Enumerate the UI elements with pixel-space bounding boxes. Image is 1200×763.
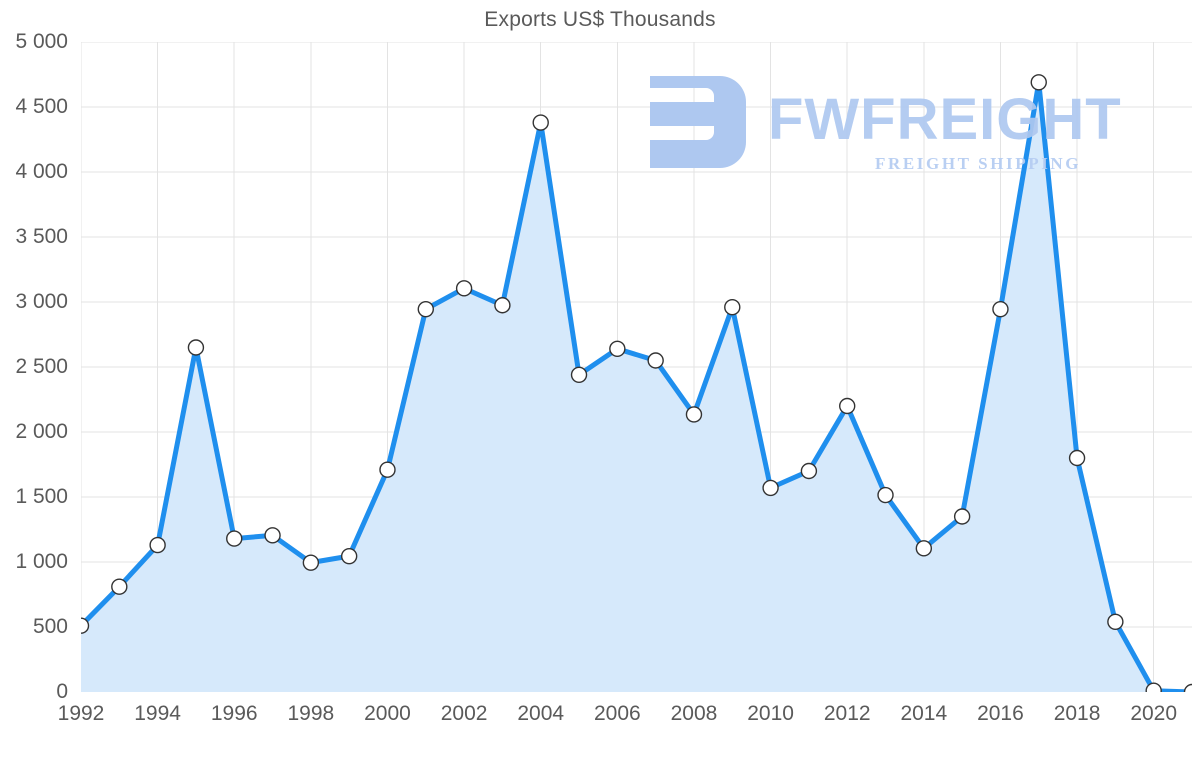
- y-axis-tick-label: 5 000: [15, 30, 68, 53]
- y-axis-tick-label: 4 000: [15, 160, 68, 183]
- y-axis: 0 500 1 000 1 500 2 000 2 500 3 000 3 500 4 000 4…: [0, 0, 68, 763]
- data-point-marker[interactable]: [455, 280, 473, 297]
- data-point-marker[interactable]: [915, 540, 933, 557]
- x-axis-tick-label: 2018: [1053, 702, 1101, 725]
- data-point-marker[interactable]: [762, 479, 779, 497]
- data-point-marker[interactable]: [494, 297, 511, 314]
- x-axis-tick-label: 2006: [593, 702, 641, 725]
- data-point-marker[interactable]: [800, 462, 818, 480]
- x-axis-tick-label: 2020: [1130, 702, 1178, 725]
- chart-canvas: [81, 42, 1192, 692]
- data-point-marker[interactable]: [953, 508, 971, 525]
- data-point-marker[interactable]: [340, 547, 358, 565]
- data-point-marker[interactable]: [839, 397, 856, 415]
- x-axis-tick-label: 2010: [747, 702, 794, 725]
- x-axis-tick-label: 1996: [210, 702, 258, 725]
- x-axis-tick-label: 2012: [823, 702, 871, 725]
- x-axis-tick-label: 2004: [517, 702, 565, 725]
- data-point-marker[interactable]: [724, 299, 741, 316]
- data-point-marker[interactable]: [647, 352, 664, 369]
- y-axis-tick-label: 2 000: [15, 420, 68, 443]
- data-point-marker[interactable]: [609, 340, 626, 357]
- x-axis-tick-label: 2000: [364, 702, 411, 725]
- data-point-marker[interactable]: [532, 114, 549, 131]
- y-axis-tick-label: 3 000: [15, 290, 68, 313]
- data-point-marker[interactable]: [111, 578, 128, 595]
- x-axis-tick-label: 1994: [134, 702, 181, 725]
- data-point-marker[interactable]: [992, 300, 1009, 318]
- data-point-marker[interactable]: [877, 486, 894, 504]
- y-axis-tick-label: 1 000: [15, 550, 68, 573]
- data-point-marker[interactable]: [226, 530, 243, 547]
- data-point-marker[interactable]: [570, 366, 588, 383]
- x-axis-tick-label: 2016: [977, 702, 1024, 725]
- data-point-markers: [81, 74, 1193, 693]
- data-point-marker[interactable]: [685, 406, 703, 423]
- data-point-marker[interactable]: [1068, 449, 1086, 467]
- data-point-marker[interactable]: [81, 617, 90, 634]
- data-point-marker[interactable]: [1145, 682, 1162, 692]
- y-axis-tick-label: 3 500: [15, 225, 68, 248]
- data-point-marker[interactable]: [264, 527, 281, 544]
- x-axis-tick-label: 1998: [287, 702, 335, 725]
- data-point-marker[interactable]: [1030, 74, 1047, 91]
- data-point-marker[interactable]: [1183, 683, 1193, 693]
- x-axis-tick-label: 2014: [900, 702, 948, 725]
- data-point-marker[interactable]: [379, 461, 396, 478]
- x-axis-tick-label: 2002: [440, 702, 488, 725]
- chart-title: Exports US$ Thousands: [484, 8, 716, 31]
- data-point-marker[interactable]: [417, 300, 434, 318]
- plot-area: [81, 42, 1192, 692]
- data-point-marker[interactable]: [187, 339, 205, 356]
- data-point-marker[interactable]: [1107, 613, 1124, 630]
- y-axis-tick-label: 1 500: [15, 485, 68, 508]
- y-axis-tick-label: 4 500: [15, 95, 68, 118]
- x-axis-tick-label: 1992: [57, 702, 105, 725]
- data-point-marker[interactable]: [149, 536, 166, 554]
- data-point-marker[interactable]: [302, 554, 320, 571]
- y-axis-tick-label: 0: [56, 680, 68, 703]
- y-axis-tick-label: 500: [32, 615, 68, 638]
- y-axis-tick-label: 2 500: [15, 355, 68, 378]
- x-axis-tick-label: 2008: [670, 702, 718, 725]
